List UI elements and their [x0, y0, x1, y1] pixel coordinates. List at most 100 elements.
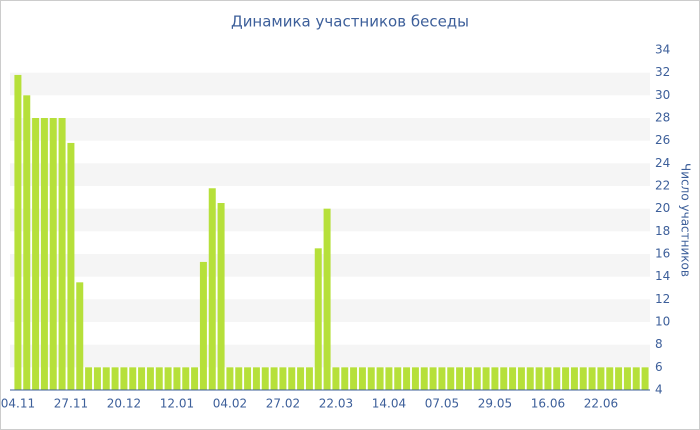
bar — [270, 367, 278, 390]
grid-band — [10, 118, 650, 141]
y-tick-label: 24 — [655, 156, 670, 170]
bar — [341, 367, 349, 390]
bar — [40, 118, 48, 390]
bar — [111, 367, 119, 390]
bar — [447, 367, 455, 390]
bar — [491, 367, 499, 390]
bar — [93, 367, 101, 390]
bar — [305, 367, 313, 390]
bar — [509, 367, 517, 390]
bar — [517, 367, 525, 390]
bar — [403, 367, 411, 390]
bar — [464, 367, 472, 390]
x-tick-label: 27.02 — [266, 397, 300, 411]
bar — [482, 367, 490, 390]
bar — [23, 95, 31, 390]
bar — [58, 118, 66, 390]
bar — [641, 367, 649, 390]
bar — [173, 367, 181, 390]
bar — [252, 367, 260, 390]
bar — [279, 367, 287, 390]
y-tick-label: 18 — [655, 224, 670, 238]
y-tick-label: 34 — [655, 43, 670, 57]
bar — [429, 367, 437, 390]
bar — [394, 367, 402, 390]
bar — [332, 367, 340, 390]
bar — [76, 282, 84, 390]
x-tick-label: 22.03 — [319, 397, 353, 411]
bar — [191, 367, 199, 390]
bar — [606, 367, 614, 390]
bar — [579, 367, 587, 390]
bar — [199, 261, 207, 390]
grid-band — [10, 163, 650, 186]
bar — [562, 367, 570, 390]
bar — [420, 367, 428, 390]
bar — [456, 367, 464, 390]
bar — [155, 367, 163, 390]
bar — [129, 367, 137, 390]
bar — [208, 188, 216, 390]
bar — [244, 367, 252, 390]
bar — [314, 248, 322, 390]
bar — [376, 367, 384, 390]
y-tick-label: 30 — [655, 88, 670, 102]
x-tick-label: 07.05 — [425, 397, 459, 411]
bar — [553, 367, 561, 390]
y-tick-label: 32 — [655, 65, 670, 79]
bar — [49, 118, 57, 390]
chart-title: Динамика участников беседы — [231, 13, 469, 31]
bar — [217, 203, 225, 390]
bar — [385, 367, 393, 390]
bar — [85, 367, 93, 390]
y-tick-label: 26 — [655, 133, 670, 147]
bar — [500, 367, 508, 390]
y-tick-label: 16 — [655, 247, 670, 261]
bar — [597, 367, 605, 390]
bar — [411, 367, 419, 390]
x-tick-label: 04.11 — [1, 397, 35, 411]
bar — [288, 367, 296, 390]
y-tick-label: 28 — [655, 111, 670, 125]
bar — [67, 142, 75, 390]
x-tick-label: 27.11 — [54, 397, 88, 411]
bar — [438, 367, 446, 390]
bar — [226, 367, 234, 390]
bar — [588, 367, 596, 390]
bar — [632, 367, 640, 390]
bar — [473, 367, 481, 390]
bar — [526, 367, 534, 390]
bar — [235, 367, 243, 390]
bar — [146, 367, 154, 390]
bar — [544, 367, 552, 390]
bar — [350, 367, 358, 390]
bar — [182, 367, 190, 390]
y-tick-label: 20 — [655, 201, 670, 215]
bar — [297, 367, 305, 390]
x-tick-label: 29.05 — [478, 397, 512, 411]
grid-band — [10, 72, 650, 96]
y-tick-label: 22 — [655, 179, 670, 193]
bar — [102, 367, 110, 390]
y-tick-label: 12 — [655, 292, 670, 306]
bar — [164, 367, 172, 390]
y-tick-label: 14 — [655, 269, 670, 283]
bar — [535, 367, 543, 390]
x-tick-label: 16.06 — [531, 397, 565, 411]
bar — [120, 367, 128, 390]
x-tick-label: 20.12 — [107, 397, 141, 411]
x-tick-label: 22.06 — [584, 397, 618, 411]
x-tick-label: 14.04 — [372, 397, 406, 411]
y-axis-label: Число участников — [679, 163, 693, 277]
bar — [570, 367, 578, 390]
y-tick-label: 8 — [655, 337, 663, 351]
bar — [323, 208, 331, 390]
bar — [367, 367, 375, 390]
bar — [32, 118, 40, 390]
bar — [14, 74, 22, 390]
y-tick-label: 6 — [655, 360, 663, 374]
y-tick-label: 10 — [655, 315, 670, 329]
bar — [138, 367, 146, 390]
bar — [615, 367, 623, 390]
